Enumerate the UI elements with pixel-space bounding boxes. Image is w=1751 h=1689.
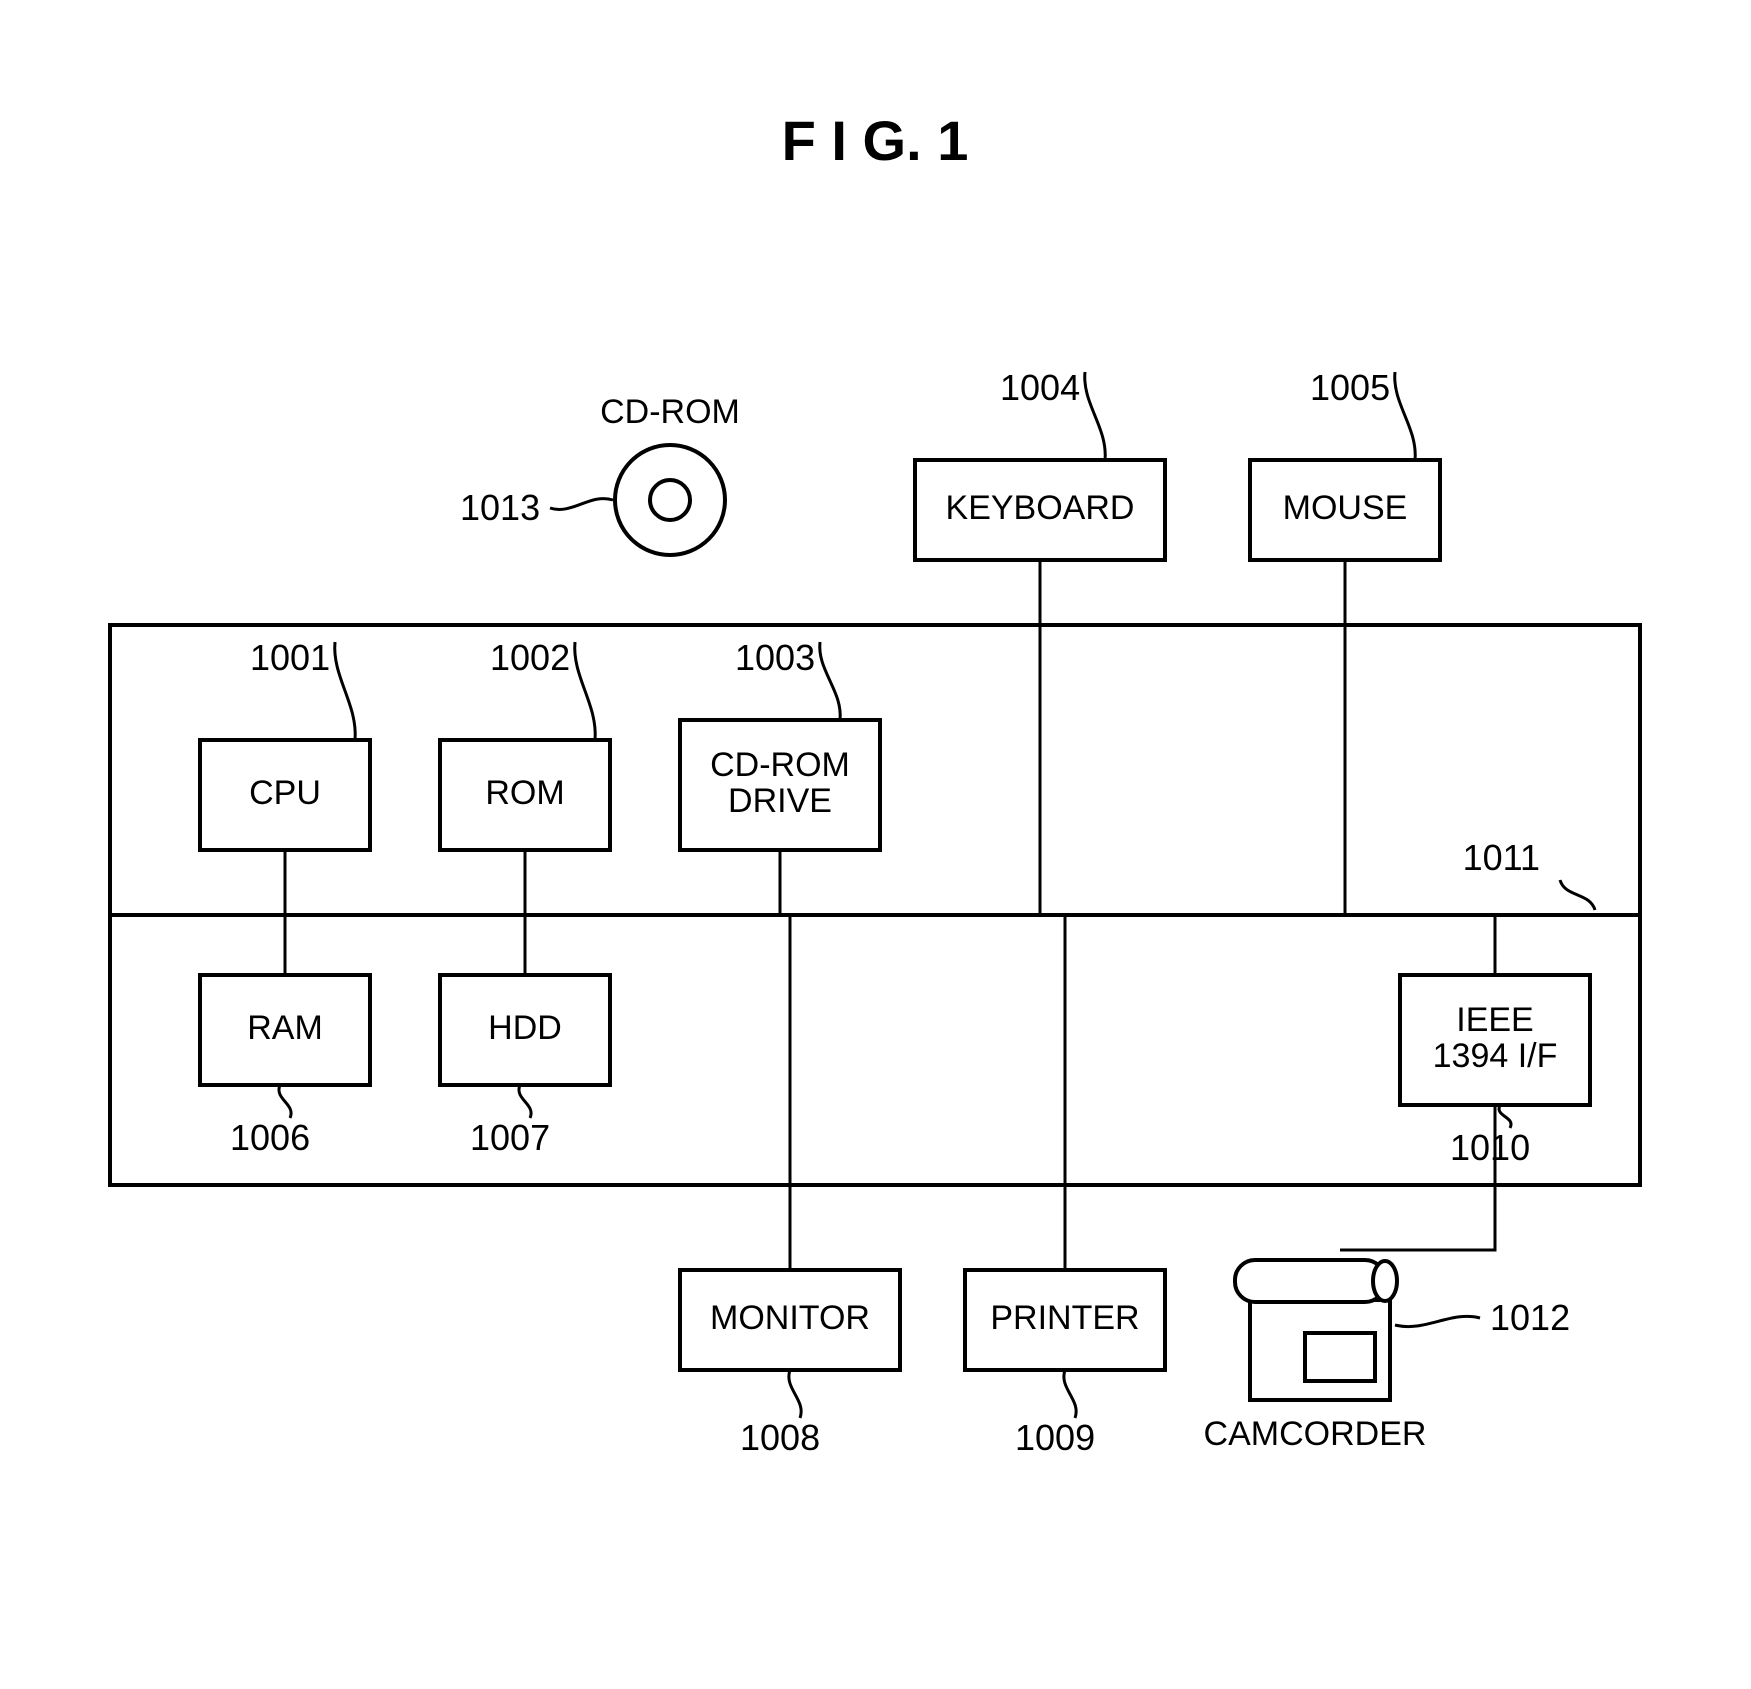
ref-1010: 1010 [1450, 1127, 1530, 1168]
cdrom-disc: CD-ROM 1013 [460, 393, 740, 555]
svg-text:PRINTER: PRINTER [990, 1299, 1139, 1337]
svg-text:DRIVE: DRIVE [728, 782, 832, 820]
svg-text:1394 I/F: 1394 I/F [1433, 1037, 1558, 1075]
ref-lead-1005 [1395, 372, 1415, 460]
ref-1011: 1011 [1463, 837, 1540, 878]
block-monitor: MONITOR 1008 [680, 1270, 900, 1458]
ref-lead-1008 [789, 1370, 801, 1418]
ref-1002: 1002 [490, 637, 570, 678]
svg-text:IEEE: IEEE [1456, 1001, 1533, 1039]
ref-1001: 1001 [250, 637, 330, 678]
ref-1012: 1012 [1490, 1297, 1570, 1338]
camcorder-icon: CAMCORDER 1012 [1204, 1260, 1571, 1453]
ref-lead-1009 [1064, 1370, 1076, 1418]
ref-lead-1004 [1085, 372, 1105, 460]
svg-text:HDD: HDD [488, 1009, 562, 1047]
svg-text:RAM: RAM [247, 1009, 323, 1047]
cdrom-label: CD-ROM [600, 393, 740, 431]
svg-text:KEYBOARD: KEYBOARD [946, 489, 1135, 527]
ref-lead-1013 [550, 499, 613, 510]
block-printer: PRINTER 1009 [965, 1270, 1165, 1458]
svg-text:CPU: CPU [249, 774, 321, 812]
svg-text:MOUSE: MOUSE [1283, 489, 1408, 527]
figure-title: F I G. 1 [782, 109, 969, 172]
ref-1008: 1008 [740, 1417, 820, 1458]
block-keyboard: KEYBOARD 1004 [915, 367, 1165, 560]
ref-1007: 1007 [470, 1117, 550, 1158]
ref-1005: 1005 [1310, 367, 1390, 408]
block-diagram: F I G. 11011CPU1001ROM1002CD-ROMDRIVE100… [0, 0, 1751, 1689]
ref-1009: 1009 [1015, 1417, 1095, 1458]
camcorder-label: CAMCORDER [1204, 1415, 1427, 1453]
ref-lead-1012 [1395, 1316, 1480, 1326]
svg-text:ROM: ROM [485, 774, 564, 812]
ref-1003: 1003 [735, 637, 815, 678]
ref-1006: 1006 [230, 1117, 310, 1158]
ref-1013: 1013 [460, 487, 540, 528]
ref-1004: 1004 [1000, 367, 1080, 408]
block-mouse: MOUSE 1005 [1250, 367, 1440, 560]
svg-text:CD-ROM: CD-ROM [710, 746, 850, 784]
svg-text:MONITOR: MONITOR [710, 1299, 870, 1337]
